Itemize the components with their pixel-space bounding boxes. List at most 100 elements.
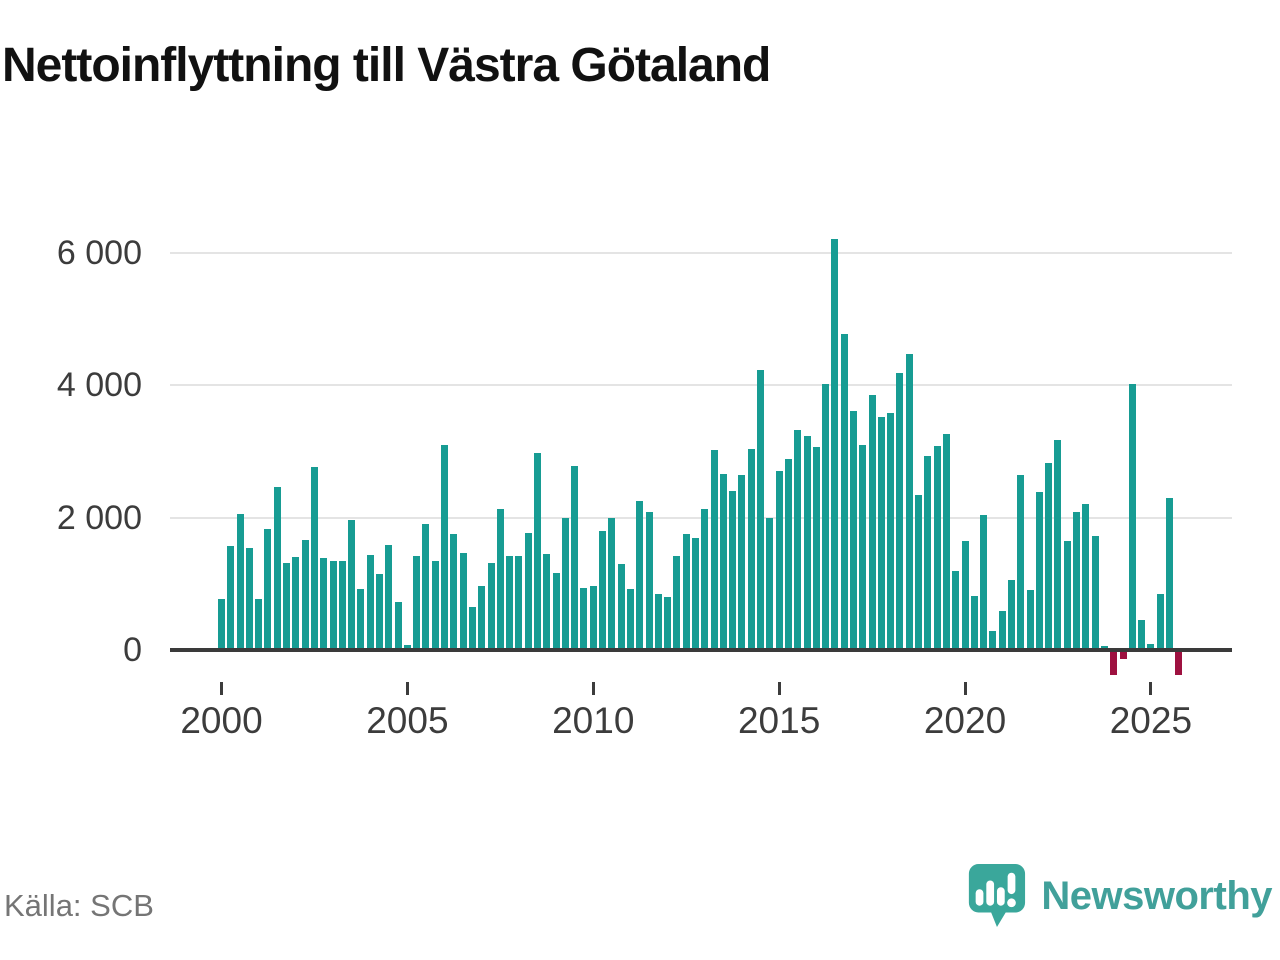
bar-2000 xyxy=(1082,504,1090,650)
bar-2000 xyxy=(375,574,383,650)
bar-2000 xyxy=(822,383,830,650)
bar-2000 xyxy=(747,448,755,650)
bar-2000 xyxy=(831,239,839,650)
bar-2000 xyxy=(1007,579,1015,650)
bar-2000 xyxy=(338,560,346,650)
bar-2000 xyxy=(1110,650,1118,676)
bar-2000 xyxy=(1147,644,1155,650)
bar-2000 xyxy=(292,557,300,650)
bar-2000 xyxy=(422,524,430,650)
x-axis-label-2000: 2000 xyxy=(180,700,263,741)
bar-2000 xyxy=(1119,650,1127,660)
bar-2000 xyxy=(385,544,393,650)
bar-2000 xyxy=(273,487,281,650)
bar-2000 xyxy=(784,459,792,650)
bar-2000 xyxy=(459,553,467,650)
x-tick-2010 xyxy=(591,682,595,695)
bar-2000 xyxy=(394,602,402,650)
bar-2000 xyxy=(757,369,765,650)
bar-2000 xyxy=(970,595,978,650)
bar-2000 xyxy=(450,534,458,650)
bar-2000 xyxy=(218,598,225,650)
bar-2000 xyxy=(719,474,727,650)
gridline-6000 xyxy=(170,252,1232,255)
x-tick-2025 xyxy=(1149,682,1153,695)
bar-2000 xyxy=(1017,475,1025,650)
x-tick-2000 xyxy=(220,682,223,695)
bar-2000 xyxy=(998,610,1006,650)
bar-2000 xyxy=(1165,497,1173,650)
bar-2000 xyxy=(1091,535,1099,650)
bar-2000 xyxy=(580,588,588,650)
bar-2000 xyxy=(506,556,514,650)
bar-2000 xyxy=(1045,462,1053,650)
bar-2000 xyxy=(691,537,699,650)
bar-2000 xyxy=(533,452,541,650)
x-axis-label-2005: 2005 xyxy=(366,700,449,741)
bar-2000 xyxy=(1138,619,1146,650)
y-axis-label-4000: 4 000 xyxy=(56,366,142,405)
bar-2000 xyxy=(961,540,969,650)
bar-2000 xyxy=(766,517,774,650)
bar-2000 xyxy=(264,528,272,650)
bar-2000 xyxy=(283,563,291,650)
bar-2000 xyxy=(710,449,718,650)
bar-2000 xyxy=(431,560,439,650)
bar-2000 xyxy=(1026,589,1034,650)
bar-2000 xyxy=(626,588,634,650)
bar-2000 xyxy=(682,534,690,650)
bar-2000 xyxy=(571,466,579,650)
bar-2000 xyxy=(608,517,616,650)
bar-2000 xyxy=(1175,650,1183,676)
bar-2000 xyxy=(915,495,923,650)
bar-2000 xyxy=(478,586,486,650)
bar-2000 xyxy=(673,556,681,650)
bar-2000 xyxy=(236,514,244,650)
bar-2000 xyxy=(599,530,607,650)
bar-2000 xyxy=(924,456,932,650)
bar-2000 xyxy=(812,447,820,650)
bar-2000 xyxy=(552,573,560,650)
newsworthy-logo-icon xyxy=(969,864,1026,927)
bar-2000 xyxy=(1054,440,1062,650)
bar-2000 xyxy=(1063,540,1071,650)
bar-2000 xyxy=(729,491,737,650)
bar-2000 xyxy=(441,445,449,650)
bar-2000 xyxy=(496,509,504,650)
bar-2000 xyxy=(245,548,253,650)
bar-2000 xyxy=(738,474,746,650)
bar-2000 xyxy=(413,555,421,650)
bar-2000 xyxy=(348,519,356,650)
bar-2000 xyxy=(980,515,988,650)
x-axis-label-2020: 2020 xyxy=(923,700,1007,741)
bar-2000 xyxy=(561,517,569,650)
bar-2000 xyxy=(942,434,950,650)
bar-2000 xyxy=(310,467,318,650)
bar-2000 xyxy=(320,558,328,650)
bar-2000 xyxy=(1035,491,1043,650)
bar-2000 xyxy=(357,588,365,650)
x-axis-label-2015: 2015 xyxy=(737,700,821,741)
bar-2000 xyxy=(524,533,532,650)
x-tick-2015 xyxy=(777,682,781,695)
bar-2000 xyxy=(664,597,672,650)
gridline-4000 xyxy=(170,384,1232,387)
x-axis-line xyxy=(170,648,1232,652)
bar-2000 xyxy=(1128,383,1136,650)
y-axis-label-6000: 6 000 xyxy=(56,234,142,273)
gridline-2000 xyxy=(170,516,1232,519)
bar-2000 xyxy=(933,445,941,650)
bar-2000 xyxy=(877,417,885,650)
bar-2000 xyxy=(645,512,653,650)
bar-2000 xyxy=(887,412,895,650)
bar-2000 xyxy=(840,333,848,650)
bar-2000 xyxy=(468,606,476,650)
source-note: Källa: SCB xyxy=(4,888,154,923)
bar-2000 xyxy=(329,560,337,650)
bar-2000 xyxy=(543,554,551,650)
bar-2000 xyxy=(227,546,235,650)
bar-2000 xyxy=(301,539,309,650)
chart-title: Nettoinflyttning till Västra Götaland xyxy=(2,39,771,92)
